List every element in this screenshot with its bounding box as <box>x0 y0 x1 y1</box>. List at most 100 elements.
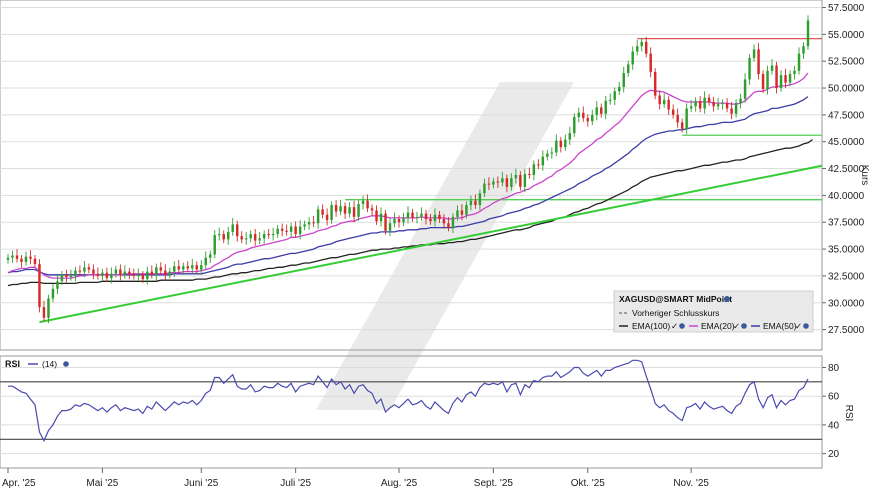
candle-body <box>537 164 540 166</box>
candle-body <box>496 181 500 183</box>
price-grid <box>0 7 822 331</box>
candle-body <box>433 214 437 222</box>
candle-body <box>150 271 154 275</box>
candle-body <box>168 271 172 275</box>
candle-body <box>739 98 742 104</box>
x-tick-label: Okt. '25 <box>571 478 606 489</box>
candle-body <box>128 271 131 274</box>
price-tick-label: 47.5000 <box>828 110 865 121</box>
uptrend-line <box>39 164 823 324</box>
x-axis: Apr. '25 Mai '25 Juni '25 Juli '25 Aug. '25 S… <box>2 468 709 489</box>
candle-body <box>51 288 55 299</box>
candle-body <box>343 206 347 214</box>
candle-body <box>231 224 234 232</box>
candle-body <box>240 236 243 240</box>
price-axis-label: Kurs <box>859 165 870 186</box>
candle-body <box>546 153 549 157</box>
price-tick-label: 50.0000 <box>828 84 865 95</box>
candle-body <box>618 86 621 92</box>
candle-body <box>42 307 46 318</box>
candle-body <box>280 228 284 231</box>
candle-body <box>721 103 724 105</box>
price-tick-label: 52.5000 <box>828 57 865 68</box>
candle-body <box>182 266 185 270</box>
rsi-grid <box>0 366 822 455</box>
candle-body <box>591 114 594 122</box>
candle-body <box>213 235 216 255</box>
candle-body <box>671 109 675 115</box>
candle-body <box>447 223 450 228</box>
candle-body <box>226 231 230 240</box>
candle-body <box>649 53 652 72</box>
candle-body <box>96 273 100 276</box>
candle-body <box>218 234 221 236</box>
candle-body <box>244 238 248 240</box>
candle-body <box>775 65 778 89</box>
candle-body <box>195 265 198 270</box>
globe-icon[interactable] <box>803 323 809 329</box>
candle-body <box>253 234 257 241</box>
candle-body <box>249 234 252 239</box>
candle-body <box>582 112 585 119</box>
candle-body <box>92 269 95 274</box>
candle-body <box>626 64 630 74</box>
watermark-logo <box>316 82 574 410</box>
candle-body <box>411 212 414 218</box>
candle-body <box>698 100 702 109</box>
candle-body <box>474 200 477 206</box>
candle-body <box>384 213 387 231</box>
globe-icon[interactable] <box>679 323 685 329</box>
check-icon[interactable]: ✓ <box>733 321 740 331</box>
candle-body <box>689 106 693 109</box>
x-tick-label: Apr. '25 <box>2 478 36 489</box>
rsi-panel-border <box>0 355 823 469</box>
candle-body <box>415 216 419 218</box>
candle-body <box>550 152 554 154</box>
price-y-ticks: 27.5000 30.0000 32.5000 35.0000 37.5000 40.00… <box>822 3 865 336</box>
candle-body <box>667 99 670 110</box>
rsi-tick-label: 80 <box>828 363 840 374</box>
candle-body <box>123 271 127 275</box>
candle-body <box>784 75 787 83</box>
candle-body <box>74 270 77 276</box>
candle-body <box>640 41 643 47</box>
price-tick-label: 55.0000 <box>828 30 865 41</box>
rsi-tick-label: 60 <box>828 392 840 403</box>
candle-body <box>78 270 82 272</box>
candle-body <box>339 206 342 212</box>
candle-body <box>132 273 136 276</box>
candle-body <box>707 97 711 102</box>
candle-body <box>397 219 401 223</box>
candle-body <box>209 254 212 258</box>
candle-body <box>101 272 104 276</box>
check-icon[interactable]: ✓ <box>795 321 802 331</box>
candle-body <box>523 173 527 187</box>
globe-icon[interactable] <box>741 323 747 329</box>
candle-body <box>321 209 324 215</box>
candle-body <box>635 46 639 52</box>
candle-body <box>177 266 181 270</box>
candle-body <box>703 97 706 109</box>
candle-body <box>685 108 688 129</box>
candle-body <box>757 49 760 75</box>
candle-body <box>586 118 590 122</box>
check-icon[interactable]: ✓ <box>671 321 678 331</box>
candle-body <box>676 114 679 123</box>
candle-body <box>555 140 558 153</box>
x-tick-label: Juni '25 <box>184 478 219 489</box>
candle-body <box>271 234 275 236</box>
candle-body <box>658 95 661 105</box>
globe-icon[interactable] <box>724 296 730 302</box>
candle-body <box>793 70 796 75</box>
rsi-tick-label: 40 <box>828 420 840 431</box>
legend-ema50: EMA(50) <box>763 321 797 331</box>
candle-body <box>613 91 616 100</box>
candle-body <box>743 79 747 99</box>
candle-body <box>24 256 28 262</box>
candle-body <box>653 71 657 96</box>
globe-icon[interactable] <box>63 361 69 367</box>
candle-body <box>235 224 239 237</box>
candle-body <box>11 255 14 258</box>
candle-body <box>622 73 625 87</box>
